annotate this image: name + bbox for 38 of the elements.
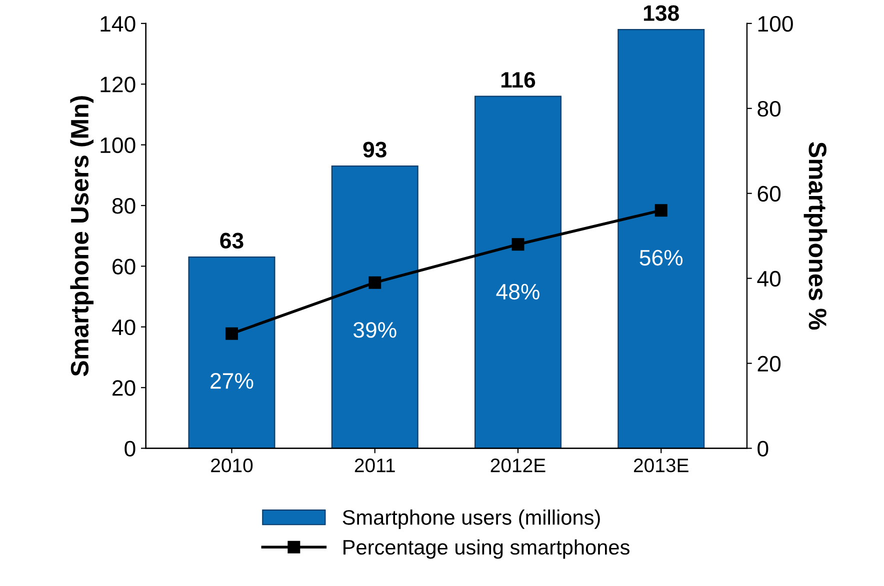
data-label: 27%: [210, 373, 254, 389]
data-label: 63: [220, 232, 244, 249]
bar: [618, 28, 705, 448]
y2-tick-label: 20: [758, 356, 781, 372]
y-tick-label: 100: [100, 137, 136, 154]
data-label: 56%: [640, 250, 683, 266]
data-label: 93: [363, 142, 386, 158]
y2-tick-label: 0: [758, 440, 768, 457]
y-tick-label: 140: [100, 16, 136, 32]
y2-tick-label: 60: [758, 186, 781, 202]
y-tick-label: 120: [100, 76, 136, 92]
y2-tick-label: 80: [758, 100, 781, 117]
bar: [188, 256, 276, 448]
y2-tick-label: 100: [758, 16, 793, 32]
legend-label: Percentage using smartphones: [344, 539, 630, 559]
point: [368, 276, 382, 289]
data-label: 39%: [353, 322, 396, 338]
x-tick-label: 2013E: [634, 458, 688, 472]
y-tick-label: 60: [112, 258, 136, 274]
data-label: 48%: [496, 284, 540, 300]
point: [654, 204, 668, 217]
data-label: 116: [501, 72, 536, 88]
x-tick-label: 2011: [354, 458, 395, 472]
y-tick-label: 0: [124, 440, 136, 457]
data-label: 138: [644, 5, 679, 21]
legend-label: Smartphone users (millions): [342, 510, 600, 529]
point: [512, 238, 524, 251]
y-tick-label: 80: [112, 198, 136, 214]
y-tick-label: 20: [112, 380, 136, 396]
point: [225, 327, 238, 340]
x-tick-label: 2010: [211, 458, 253, 472]
y2-axis-title: Smartphones %: [804, 142, 828, 330]
bar: [474, 96, 562, 448]
x-tick-label: 2012E: [490, 458, 546, 472]
bar: [331, 166, 418, 448]
y2-tick-label: 40: [757, 270, 781, 287]
y-tick-label: 40: [112, 319, 136, 336]
y-axis-title: Smartphone Users (Mn): [70, 96, 94, 376]
